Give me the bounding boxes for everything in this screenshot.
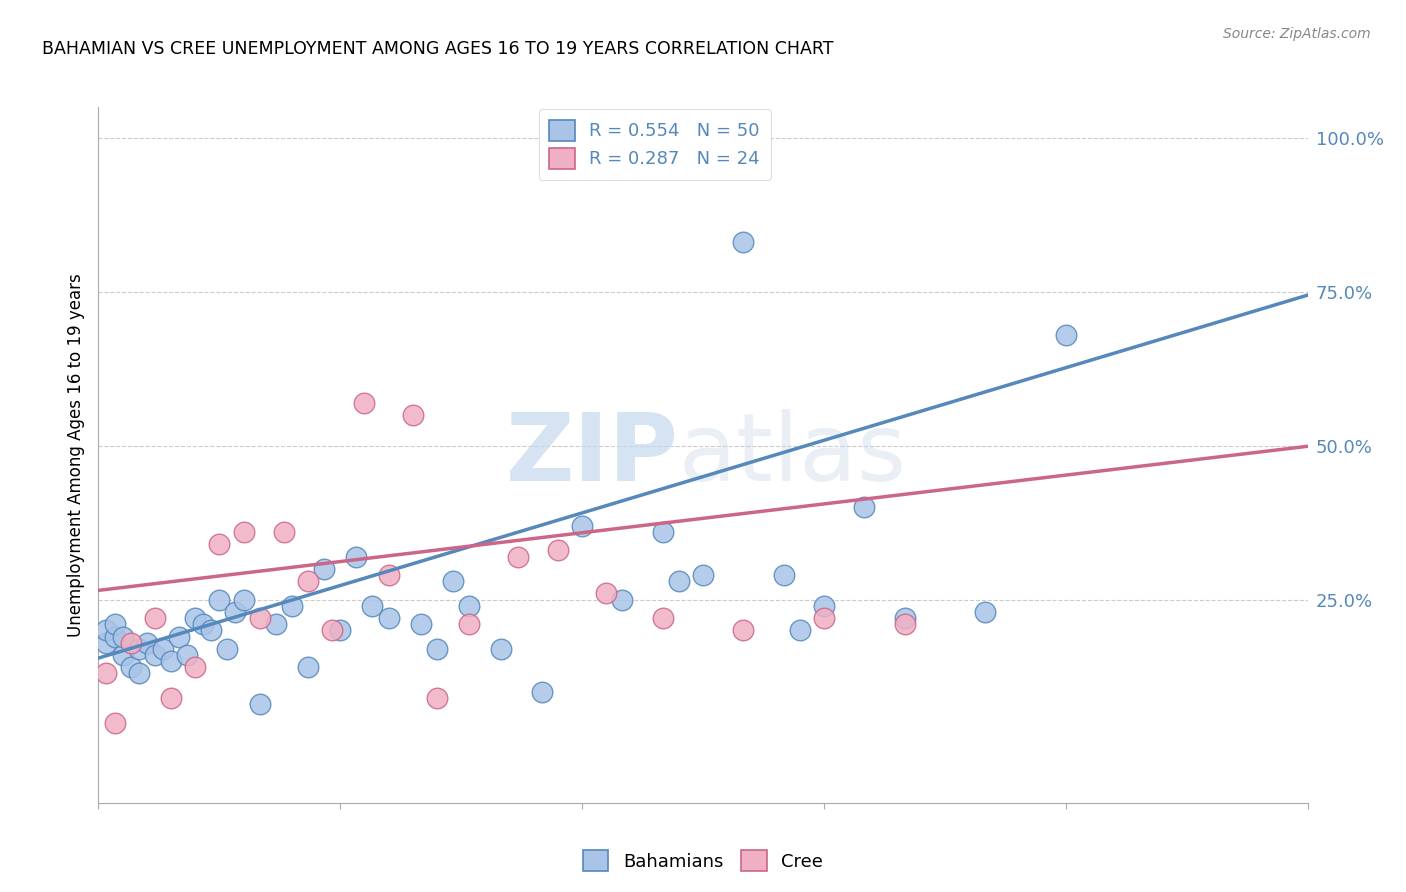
Point	[813, 599, 835, 613]
Point	[733, 624, 755, 638]
Text: BAHAMIAN VS CREE UNEMPLOYMENT AMONG AGES 16 TO 19 YEARS CORRELATION CHART: BAHAMIAN VS CREE UNEMPLOYMENT AMONG AGES…	[42, 40, 834, 58]
Point	[530, 685, 553, 699]
Point	[96, 624, 118, 638]
Point	[506, 549, 529, 564]
Point	[651, 611, 673, 625]
Point	[217, 641, 239, 656]
Point	[377, 568, 399, 582]
Point	[232, 592, 254, 607]
Point	[120, 636, 142, 650]
Legend: Bahamians, Cree: Bahamians, Cree	[576, 843, 830, 879]
Point	[789, 624, 811, 638]
Point	[458, 617, 481, 632]
Point	[273, 524, 295, 539]
Point	[160, 691, 183, 706]
Y-axis label: Unemployment Among Ages 16 to 19 years: Unemployment Among Ages 16 to 19 years	[66, 273, 84, 637]
Point	[651, 524, 673, 539]
Point	[893, 611, 915, 625]
Point	[103, 617, 125, 632]
Text: atlas: atlas	[679, 409, 907, 501]
Point	[143, 611, 166, 625]
Point	[772, 568, 794, 582]
Point	[264, 617, 287, 632]
Point	[111, 648, 134, 662]
Point	[167, 630, 190, 644]
Point	[426, 641, 449, 656]
Text: ZIP: ZIP	[506, 409, 679, 501]
Point	[128, 641, 150, 656]
Point	[200, 624, 222, 638]
Point	[232, 524, 254, 539]
Point	[344, 549, 367, 564]
Point	[853, 500, 876, 515]
Point	[692, 568, 714, 582]
Point	[361, 599, 384, 613]
Point	[208, 592, 231, 607]
Point	[733, 235, 755, 250]
Point	[547, 543, 569, 558]
Point	[813, 611, 835, 625]
Point	[297, 574, 319, 589]
Point	[135, 636, 157, 650]
Point	[314, 562, 336, 576]
Point	[96, 636, 118, 650]
Point	[184, 660, 207, 674]
Point	[208, 537, 231, 551]
Point	[176, 648, 198, 662]
Point	[249, 698, 271, 712]
Point	[402, 408, 425, 422]
Legend: R = 0.554   N = 50, R = 0.287   N = 24: R = 0.554 N = 50, R = 0.287 N = 24	[538, 109, 770, 179]
Point	[224, 605, 246, 619]
Point	[329, 624, 352, 638]
Point	[184, 611, 207, 625]
Point	[893, 617, 915, 632]
Point	[111, 630, 134, 644]
Point	[441, 574, 464, 589]
Point	[426, 691, 449, 706]
Point	[120, 660, 142, 674]
Point	[668, 574, 690, 589]
Point	[103, 715, 125, 730]
Point	[1054, 327, 1077, 342]
Point	[612, 592, 634, 607]
Point	[96, 666, 118, 681]
Point	[458, 599, 481, 613]
Point	[160, 654, 183, 668]
Point	[321, 624, 343, 638]
Point	[249, 611, 271, 625]
Point	[377, 611, 399, 625]
Point	[193, 617, 215, 632]
Point	[409, 617, 432, 632]
Point	[128, 666, 150, 681]
Point	[297, 660, 319, 674]
Point	[103, 630, 125, 644]
Point	[595, 586, 617, 600]
Point	[281, 599, 304, 613]
Point	[143, 648, 166, 662]
Point	[353, 395, 375, 409]
Point	[974, 605, 997, 619]
Point	[571, 518, 593, 533]
Point	[491, 641, 513, 656]
Point	[152, 641, 174, 656]
Text: Source: ZipAtlas.com: Source: ZipAtlas.com	[1223, 27, 1371, 41]
